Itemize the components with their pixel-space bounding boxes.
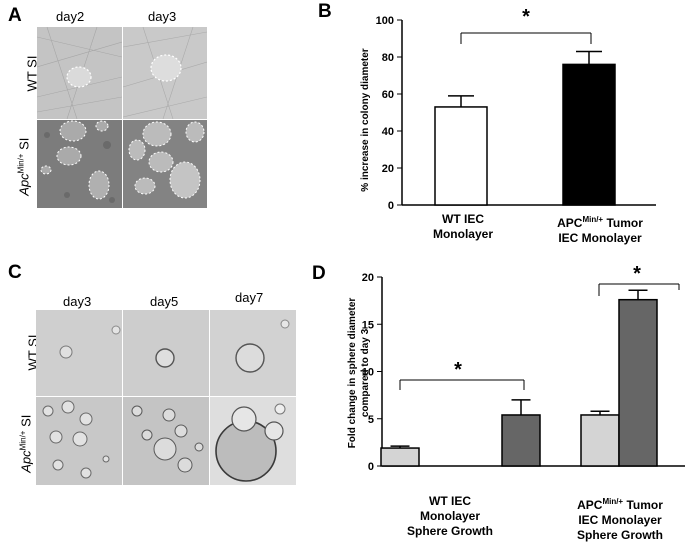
panel-b-ytick-label: 60: [382, 89, 394, 101]
panel-b-significance-bracket: [460, 32, 592, 44]
panel-d-group-1: WT IEC Monolayer Sphere Growth: [406, 494, 493, 538]
panel-a-col-day2: day2: [56, 9, 85, 24]
panel-a-micrograph-apc-day2: [37, 120, 122, 208]
panel-d-significance-bracket-2: [598, 283, 680, 296]
panel-c-apc-day5-image: [123, 397, 209, 485]
panel-d-bar: [618, 298, 658, 467]
panel-d-ytick-label: 10: [362, 367, 374, 379]
panel-a-micrograph-apc-day3: [123, 120, 207, 208]
panel-d-significance-star-1: *: [454, 359, 462, 381]
panel-c-apc-day7-image: [210, 397, 296, 485]
panel-d-group-2: APCMin/+ Tumor IEC Monolayer Sphere Grow…: [576, 497, 663, 542]
panel-a-letter: A: [8, 5, 22, 26]
panel-a-apc-day2-image: [37, 120, 122, 208]
panel-d-ytick-label: 5: [368, 414, 374, 426]
panel-a-micrograph-wt-day3: [123, 27, 207, 119]
panel-b-chart: % increase in colony diameter 0 20 40 60 80 1…: [360, 6, 656, 212]
panel-c-col-day7: day7: [235, 290, 264, 305]
panel-c-wt-day7-image: [210, 310, 296, 396]
panel-d-letter: D: [312, 263, 326, 284]
panel-a-micrograph-wt-day2: [37, 27, 122, 119]
panel-c-col-day5: day5: [150, 294, 179, 309]
panel-c-micrograph-wt-day7: [210, 310, 296, 396]
panel-b-significance-star: *: [522, 6, 530, 28]
panel-d-ytick-label: 15: [362, 319, 374, 331]
panel-c-micrograph-apc-day5: [123, 397, 209, 485]
panel-b-ylabel: % increase in colony diameter: [360, 48, 371, 191]
panel-b-bar: [434, 106, 488, 206]
panel-c-col-day3: day3: [63, 294, 92, 309]
panel-c-micrograph-apc-day7: [210, 397, 296, 485]
panel-d-chart: Fold change in sphere diameter compared …: [347, 263, 685, 472]
panel-c-micrograph-apc-day3: [36, 397, 122, 485]
panel-b-ytick-label: 40: [382, 126, 394, 138]
panel-d-ytick-label: 20: [362, 272, 374, 284]
panel-b-bar: [562, 63, 616, 206]
panel-c-letter: C: [8, 262, 22, 283]
panel-a-col-day3: day3: [148, 9, 177, 24]
panel-c-wt-day5-image: [123, 310, 209, 396]
panel-c-apc-day3-image: [36, 397, 122, 485]
panel-d-bar: [580, 414, 620, 467]
panel-d-bar: [501, 414, 541, 467]
panel-d-significance-star-2: *: [633, 263, 641, 285]
panel-c-micrograph-wt-day3: [36, 310, 122, 396]
panel-c-row-apc-si: ApcMin/+ SI: [18, 414, 34, 473]
panel-b-ytick-label: 80: [382, 52, 394, 64]
panel-d-ytick-label: 0: [368, 461, 374, 472]
panel-b-letter: B: [318, 1, 332, 22]
panel-d-significance-bracket-1: [399, 379, 525, 390]
panel-a-wt-day2-image: [37, 27, 122, 119]
panel-b-category-1: WT IEC Monolayer: [432, 212, 493, 241]
panel-a-row-apc-si: ApcMin/+ SI: [16, 137, 32, 196]
panel-a-wt-day3-image: [123, 27, 207, 119]
panel-b-ytick-label: 20: [382, 163, 394, 175]
panel-d-ylabel-line2: compared to day 3: [360, 328, 371, 417]
panel-b-ytick-label: 100: [376, 15, 394, 27]
panel-d-ylabel-line1: Fold change in sphere diameter: [347, 298, 358, 449]
panel-d-bar: [380, 447, 420, 467]
panel-c-wt-day3-image: [36, 310, 122, 396]
panel-a-apc-day3-image: [123, 120, 207, 208]
panel-b-category-2: APCMin/+ Tumor IEC Monolayer: [557, 215, 643, 245]
panel-b-ytick-label: 0: [388, 200, 394, 212]
panel-c-micrograph-wt-day5: [123, 310, 209, 396]
